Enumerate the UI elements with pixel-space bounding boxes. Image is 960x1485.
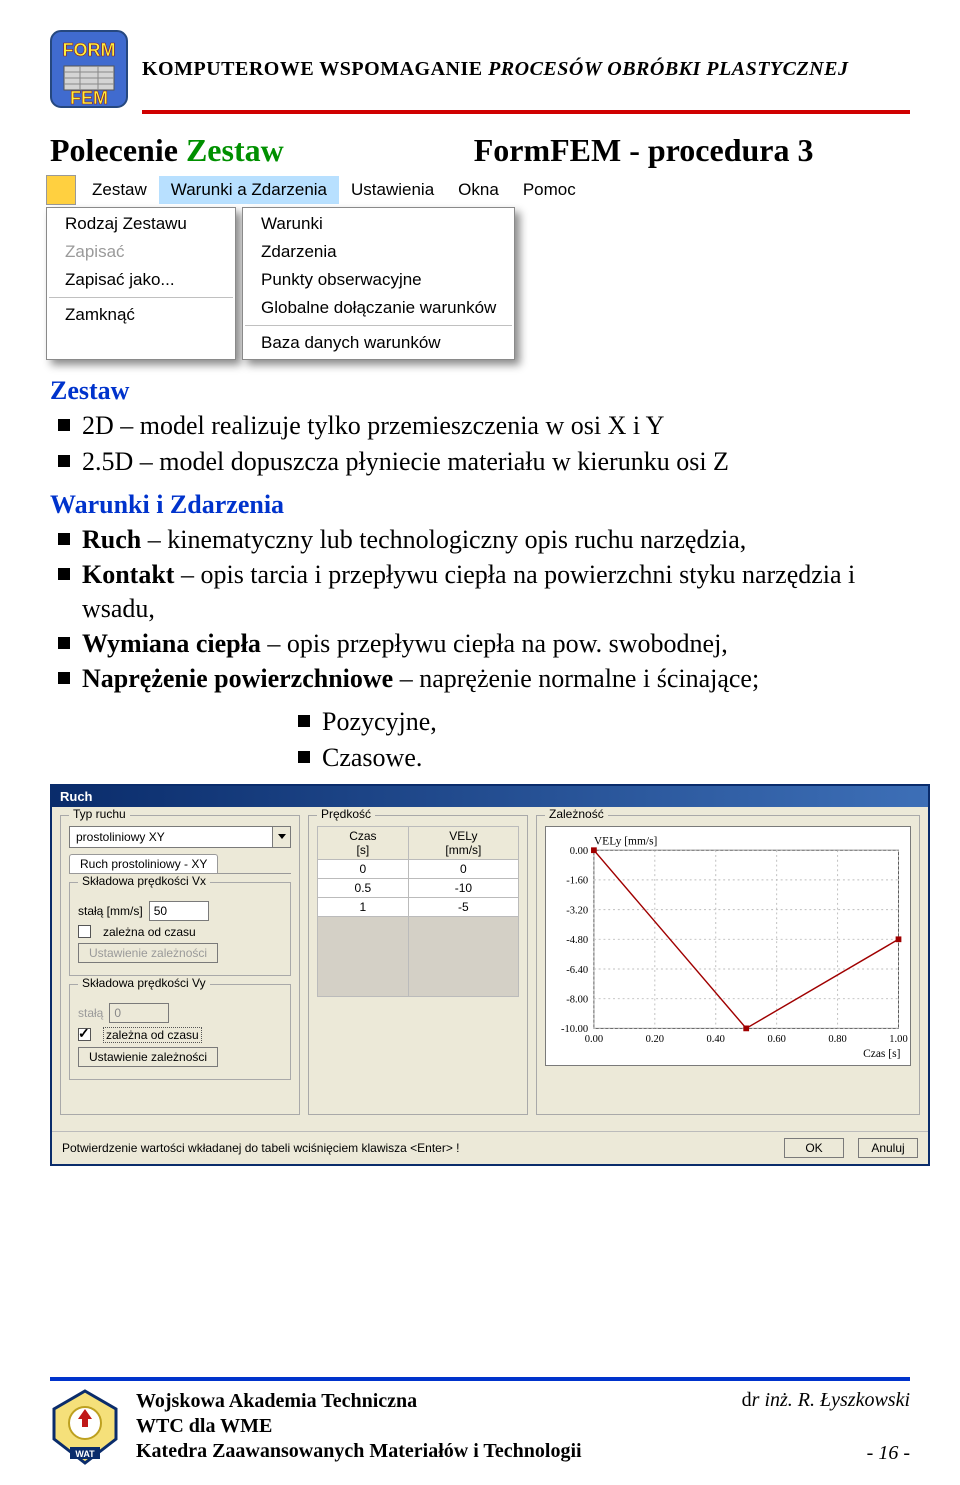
dropdown-zestaw: Rodzaj Zestawu Zapisać Zapisać jako... Z… (46, 207, 236, 360)
svg-text:VELy [mm/s]: VELy [mm/s] (594, 835, 657, 847)
svg-text:0.60: 0.60 (767, 1034, 785, 1045)
header-rule (142, 110, 910, 114)
velocity-table: Czas [s] VELy [mm/s] 00 0.5-10 1-5 (317, 826, 519, 997)
dd-globalne[interactable]: Globalne dołączanie warunków (243, 294, 514, 322)
vx-const-input[interactable]: 50 (149, 901, 209, 921)
svg-text:Czas [s]: Czas [s] (863, 1048, 900, 1060)
li-czasowe: Czasowe. (294, 741, 910, 774)
footer-institution: Wojskowa Akademia Techniczna WTC dla WME… (136, 1389, 582, 1464)
menu-pomoc[interactable]: Pomoc (511, 176, 588, 204)
th-vely: VELy [mm/s] (408, 826, 518, 859)
heading-zestaw: Zestaw (50, 374, 910, 407)
predkosc-label: Prędkość (317, 807, 375, 821)
menubar: Zestaw Warunki a Zdarzenia Ustawienia Ok… (46, 175, 588, 205)
li-wymiana: Wymiana ciepła – opis przepływu ciepła n… (54, 627, 910, 660)
vy-zalezna-label: zależna od czasu (103, 1027, 202, 1043)
svg-text:-1.60: -1.60 (566, 876, 588, 887)
svg-text:-6.40: -6.40 (566, 965, 588, 976)
dd-rodzaj-zestawu[interactable]: Rodzaj Zestawu (47, 210, 235, 238)
chevron-down-icon[interactable] (272, 827, 290, 847)
svg-text:WAT: WAT (75, 1449, 95, 1459)
dialog-title: Ruch (52, 786, 928, 807)
svg-text:FORM: FORM (63, 40, 116, 60)
wat-crest: WAT (50, 1389, 120, 1465)
svg-text:0.80: 0.80 (828, 1034, 846, 1045)
tab-ruch-xy[interactable]: Ruch prostoliniowy - XY (69, 854, 218, 873)
vy-const-label: stałą (78, 1006, 103, 1020)
footer-note: Potwierdzenie wartości wkładanej do tabe… (62, 1141, 770, 1155)
cell-t1[interactable]: 0.5 (318, 878, 409, 897)
dd-punkty[interactable]: Punkty obserwacyjne (243, 266, 514, 294)
vx-ustawienie-button: Ustawienie zależności (78, 943, 218, 963)
svg-text:1.00: 1.00 (889, 1034, 907, 1045)
vx-group-label: Składowa prędkości Vx (78, 874, 210, 888)
svg-text:-3.20: -3.20 (566, 905, 588, 916)
svg-text:0.00: 0.00 (570, 846, 588, 857)
vx-zalezna-label: zależna od czasu (103, 925, 196, 939)
dd-zapisac-jako[interactable]: Zapisać jako... (47, 266, 235, 294)
svg-text:-4.80: -4.80 (566, 935, 588, 946)
vy-const-input: 0 (109, 1003, 169, 1023)
velocity-chart: 0.00-1.60-3.20-4.80-6.40-8.00-10.000.000… (545, 826, 911, 1066)
th-czas: Czas [s] (318, 826, 409, 859)
cell-t2[interactable]: 1 (318, 897, 409, 916)
vx-zalezna-checkbox[interactable] (78, 925, 91, 938)
li-kontakt: Kontakt – opis tarcia i przepływu ciepła… (54, 558, 910, 625)
zaleznosc-label: Zależność (545, 807, 608, 821)
cell-t0[interactable]: 0 (318, 859, 409, 878)
li-2d: 2D – model realizuje tylko przemieszczen… (54, 409, 910, 442)
svg-text:FEM: FEM (70, 88, 108, 108)
dd-separator (245, 325, 512, 326)
dd-zdarzenia[interactable]: Zdarzenia (243, 238, 514, 266)
svg-text:0.20: 0.20 (646, 1034, 664, 1045)
vx-const-label: stałą [mm/s] (78, 904, 143, 918)
cancel-button[interactable]: Anuluj (858, 1138, 918, 1158)
svg-text:0.00: 0.00 (585, 1034, 603, 1045)
svg-text:0.40: 0.40 (707, 1034, 725, 1045)
dd-zapisac: Zapisać (47, 238, 235, 266)
section-title-left: Polecenie Zestaw (50, 132, 284, 169)
dd-zamknac[interactable]: Zamknąć (47, 301, 235, 329)
page-header: KOMPUTEROWE WSPOMAGANIE PROCESÓW OBRÓBKI… (142, 58, 848, 81)
footer-author: dr inż. R. Łyszkowski (742, 1389, 910, 1412)
app-icon (46, 175, 76, 205)
menu-zestaw[interactable]: Zestaw (80, 176, 159, 204)
footer-rule (50, 1377, 910, 1381)
vy-zalezna-checkbox[interactable] (78, 1028, 91, 1041)
menu-ustawienia[interactable]: Ustawienia (339, 176, 446, 204)
menu-warunki-a-zdarzenia[interactable]: Warunki a Zdarzenia (159, 176, 339, 204)
typ-ruchu-label: Typ ruchu (69, 807, 130, 821)
section-title-right: FormFEM - procedura 3 (474, 132, 814, 169)
vy-group-label: Składowa prędkości Vy (78, 976, 210, 990)
heading-warunki: Warunki i Zdarzenia (50, 488, 910, 521)
cell-v0[interactable]: 0 (408, 859, 518, 878)
li-pozycyjne: Pozycyjne, (294, 705, 910, 738)
li-ruch: Ruch – kinematyczny lub technologiczny o… (54, 523, 910, 556)
li-25d: 2.5D – model dopuszcza płyniecie materia… (54, 445, 910, 478)
cell-v1[interactable]: -10 (408, 878, 518, 897)
combo-typ-ruchu[interactable]: prostoliniowy XY (69, 826, 291, 848)
cell-v2[interactable]: -5 (408, 897, 518, 916)
dd-warunki[interactable]: Warunki (243, 210, 514, 238)
ok-button[interactable]: OK (784, 1138, 844, 1158)
menu-okna[interactable]: Okna (446, 176, 511, 204)
formfem-logo: FORM FEM (50, 30, 128, 108)
svg-text:-8.00: -8.00 (566, 994, 588, 1005)
li-naprezenie: Naprężenie powierzchniowe – naprężenie n… (54, 662, 910, 695)
page-number: - 16 - (742, 1442, 910, 1465)
vy-ustawienie-button[interactable]: Ustawienie zależności (78, 1047, 218, 1067)
dd-separator (49, 297, 233, 298)
dropdown-warunki: Warunki Zdarzenia Punkty obserwacyjne Gl… (242, 207, 515, 360)
dialog-ruch: Ruch Typ ruchu prostoliniowy XY Ruch pro… (50, 784, 930, 1166)
dd-baza[interactable]: Baza danych warunków (243, 329, 514, 357)
